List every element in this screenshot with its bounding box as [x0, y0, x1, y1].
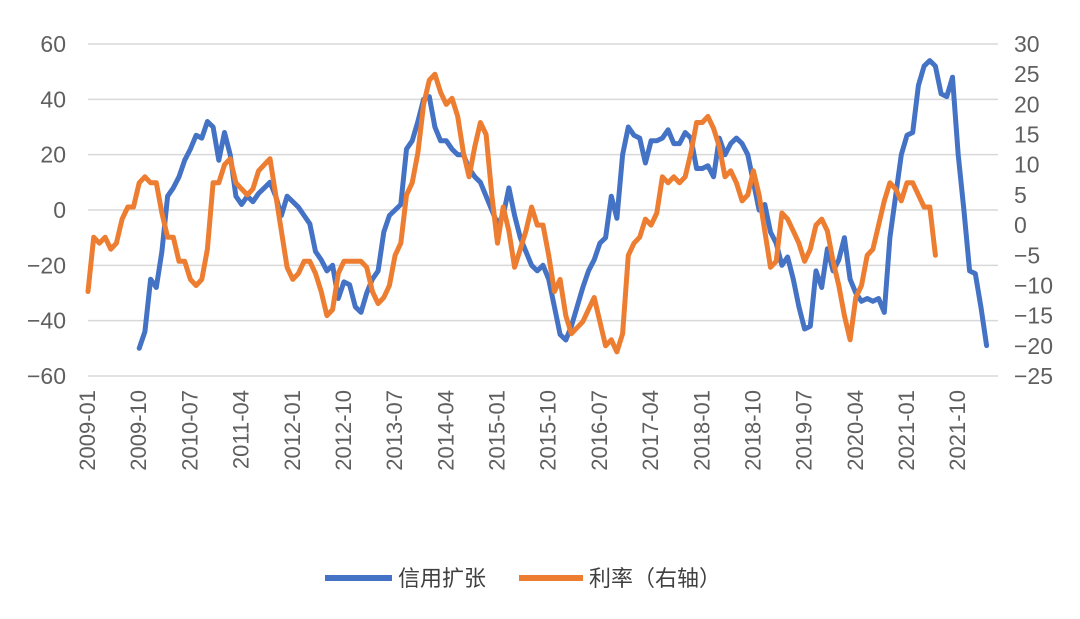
x-tick-label: 2009-10	[126, 390, 151, 471]
x-axis: 2009-01 2009-10 2010-07 2011-04 2012-01 2012-…	[75, 390, 970, 471]
right-y-axis: 30 25 20 15 10 5 0 −5 −10 −15 −20 −25	[1014, 31, 1053, 389]
legend-label-credit: 信用扩张	[398, 567, 486, 592]
x-tick-label: 2013-07	[382, 390, 407, 471]
series-line-interest-rate	[85, 71, 938, 355]
left-y-tick-label: 60	[40, 31, 66, 57]
left-y-tick-label: 0	[53, 197, 66, 223]
right-y-tick-label: 15	[1014, 122, 1040, 148]
x-tick-label: 2010-07	[177, 390, 202, 471]
x-tick-label: 2012-10	[331, 390, 356, 471]
right-y-tick-label: −5	[1014, 242, 1040, 268]
left-y-tick-label: 40	[40, 86, 66, 112]
x-tick-label: 2012-01	[280, 390, 305, 471]
x-tick-label: 2009-01	[75, 390, 100, 471]
x-tick-label: 2014-04	[433, 390, 458, 471]
left-y-tick-label: −60	[27, 363, 66, 389]
left-y-tick-label: 20	[40, 142, 66, 168]
x-tick-label: 2021-10	[945, 390, 970, 471]
right-y-tick-label: −25	[1014, 363, 1053, 389]
left-y-axis: 60 40 20 0 −20 −40 −60	[27, 31, 66, 389]
left-y-tick-label: −20	[27, 252, 66, 278]
x-tick-label: 2020-04	[843, 390, 868, 471]
right-y-tick-label: 30	[1014, 31, 1040, 57]
left-y-tick-label: −40	[27, 308, 66, 334]
x-tick-label: 2019-07	[792, 390, 817, 471]
x-tick-label: 2018-10	[740, 390, 765, 471]
right-y-tick-label: 0	[1014, 212, 1027, 238]
gridlines	[88, 43, 998, 377]
right-y-tick-label: 5	[1014, 182, 1027, 208]
right-y-tick-label: −15	[1014, 303, 1053, 329]
right-y-tick-label: 20	[1014, 91, 1040, 117]
series-lines	[85, 58, 990, 355]
right-y-tick-label: 10	[1014, 152, 1040, 178]
x-tick-label: 2015-10	[536, 390, 561, 471]
right-y-tick-label: −20	[1014, 333, 1053, 359]
x-tick-label: 2021-01	[894, 390, 919, 471]
x-tick-label: 2018-01	[689, 390, 714, 471]
right-y-tick-label: −10	[1014, 272, 1053, 298]
x-tick-label: 2011-04	[229, 390, 254, 469]
right-y-tick-label: 25	[1014, 61, 1040, 87]
x-tick-label: 2015-01	[485, 390, 510, 471]
x-tick-label: 2017-04	[638, 390, 663, 471]
legend: 信用扩张 利率（右轴）	[325, 567, 721, 592]
legend-label-rate: 利率（右轴）	[589, 567, 721, 592]
x-tick-label: 2016-07	[587, 390, 612, 471]
